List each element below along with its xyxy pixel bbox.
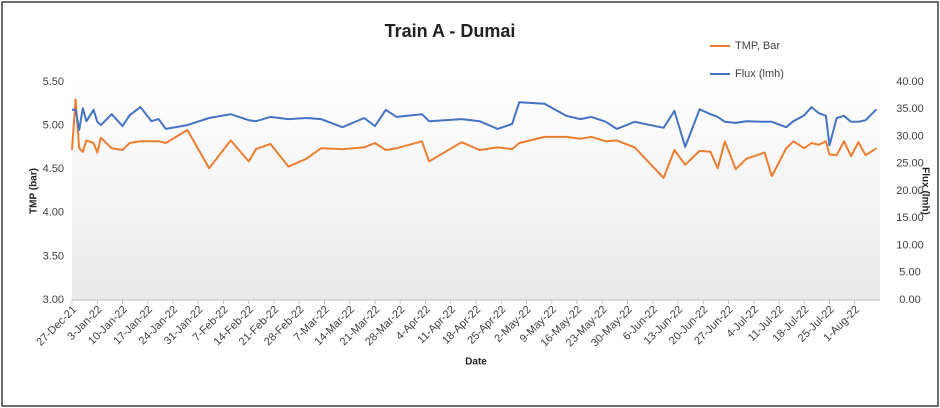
y-tick-label: 4.50	[43, 163, 64, 175]
y-tick-label: 5.50	[43, 76, 64, 88]
y-tick-label: 5.00	[43, 120, 64, 132]
series-line	[72, 101, 878, 148]
legend-label: Flux (lmh)	[735, 68, 784, 80]
y2-tick-label: 25.00	[896, 158, 924, 170]
y-tick-label: 4.00	[43, 207, 64, 219]
y-tick-label: 3.00	[43, 294, 64, 306]
y2-tick-label: 30.00	[896, 130, 924, 142]
y2-tick-label: 40.00	[896, 76, 924, 88]
y-tick-label: 3.50	[43, 250, 64, 262]
y2-tick-label: 35.00	[896, 103, 924, 115]
series-line	[71, 98, 877, 179]
y2-tick-label: 20.00	[896, 185, 924, 197]
legend-label: TMP, Bar	[735, 40, 780, 52]
chart-title: Train A - Dumai	[385, 21, 516, 41]
y2-tick-label: 0.00	[899, 294, 920, 306]
y2-tick-label: 15.00	[896, 212, 924, 224]
y2-tick-label: 5.00	[899, 267, 920, 279]
x-axis-label: Date	[465, 357, 487, 368]
y-axis-label: TMP (bar)	[29, 168, 40, 214]
y2-tick-label: 10.00	[896, 239, 924, 251]
plot-area	[72, 82, 880, 300]
y2-axis-label: Flux (lmh)	[919, 167, 930, 215]
